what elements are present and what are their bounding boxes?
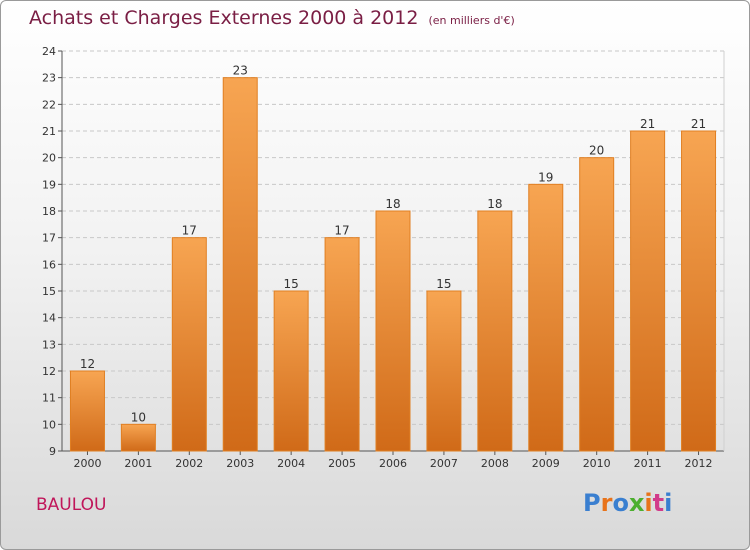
bar-2001 — [120, 423, 156, 452]
data-label-2012: 21 — [691, 117, 706, 131]
x-tick-label-2012: 2012 — [685, 457, 713, 470]
bar-2005 — [324, 237, 360, 452]
bar-2011 — [630, 130, 666, 452]
bar-2010 — [579, 157, 615, 452]
data-label-2004: 15 — [284, 277, 299, 291]
data-label-2002: 17 — [182, 224, 197, 238]
y-tick-label: 20 — [42, 152, 56, 165]
y-tick-label: 22 — [42, 98, 56, 111]
data-label-2011: 21 — [640, 117, 655, 131]
y-tick-labels: 9 10 11 12 13 14 15 16 17 18 19 20 21 22 23 24 — [42, 45, 56, 458]
logo-letter: r — [600, 489, 613, 517]
data-label-2000: 12 — [80, 357, 95, 371]
bar-2009 — [528, 183, 564, 452]
logo-letter: P — [583, 489, 601, 517]
x-tick-label-2005: 2005 — [328, 457, 356, 470]
bar-2008 — [477, 210, 513, 452]
y-tick-label: 12 — [42, 365, 56, 378]
bars — [69, 77, 717, 452]
chart-title: Achats et Charges Externes 2000 à 2012 — [29, 7, 419, 29]
bar-2006 — [375, 210, 411, 452]
y-tick-label: 21 — [42, 125, 56, 138]
chart-title-block: Achats et Charges Externes 2000 à 2012 (e… — [29, 7, 515, 29]
y-tick-label: 16 — [42, 258, 56, 271]
x-tick-labels: 2000 2001 2002 2003 2004 2005 2006 2007 2008 2009… — [73, 457, 712, 470]
x-tick-label-2003: 2003 — [226, 457, 254, 470]
bar-2003 — [222, 77, 258, 452]
data-label-2003: 23 — [233, 64, 248, 78]
bar-2000 — [69, 370, 105, 452]
logo-letter: o — [612, 489, 629, 517]
y-tick-label: 13 — [42, 338, 56, 351]
y-tick-label: 9 — [49, 445, 56, 458]
y-tick-label: 17 — [42, 232, 56, 245]
data-label-2010: 20 — [589, 144, 604, 158]
y-tick-label: 11 — [42, 392, 56, 405]
x-tick-label-2011: 2011 — [634, 457, 662, 470]
x-tick-label-2004: 2004 — [277, 457, 305, 470]
x-tick-label-2007: 2007 — [430, 457, 458, 470]
x-tick-label-2009: 2009 — [532, 457, 560, 470]
data-label-2007: 15 — [436, 277, 451, 291]
bar-2002 — [171, 237, 207, 452]
data-label-2005: 17 — [334, 224, 349, 238]
bar-2012 — [681, 130, 717, 452]
logo-letter: i — [644, 489, 653, 517]
bar-2004 — [273, 290, 309, 452]
x-tick-label-2002: 2002 — [175, 457, 203, 470]
y-tick-label: 19 — [42, 178, 56, 191]
y-tick-label: 10 — [42, 418, 56, 431]
chart-unit: (en milliers d'€) — [428, 14, 515, 27]
x-tick-label-2000: 2000 — [73, 457, 101, 470]
data-labels: 12 10 17 23 15 17 18 15 18 19 20 21 21 — [80, 64, 706, 425]
logo-letter: x — [628, 489, 645, 517]
data-label-2009: 19 — [538, 170, 553, 184]
data-label-2001: 10 — [131, 410, 146, 424]
y-tick-label: 24 — [42, 45, 56, 58]
y-tick-label: 15 — [42, 285, 56, 298]
x-tick-label-2001: 2001 — [124, 457, 152, 470]
logo-letter: t — [652, 489, 665, 517]
proxiti-logo: Proxiti — [583, 489, 672, 517]
y-tick-label: 18 — [42, 205, 56, 218]
bar-2007 — [426, 290, 462, 452]
data-label-2008: 18 — [487, 197, 502, 211]
data-label-2006: 18 — [385, 197, 400, 211]
y-tick-label: 23 — [42, 72, 56, 85]
x-tick-label-2008: 2008 — [481, 457, 509, 470]
town-name: BAULOU — [36, 495, 107, 515]
logo-letter: i — [664, 489, 673, 517]
x-tick-label-2010: 2010 — [583, 457, 611, 470]
x-tick-label-2006: 2006 — [379, 457, 407, 470]
y-tick-label: 14 — [42, 312, 56, 325]
